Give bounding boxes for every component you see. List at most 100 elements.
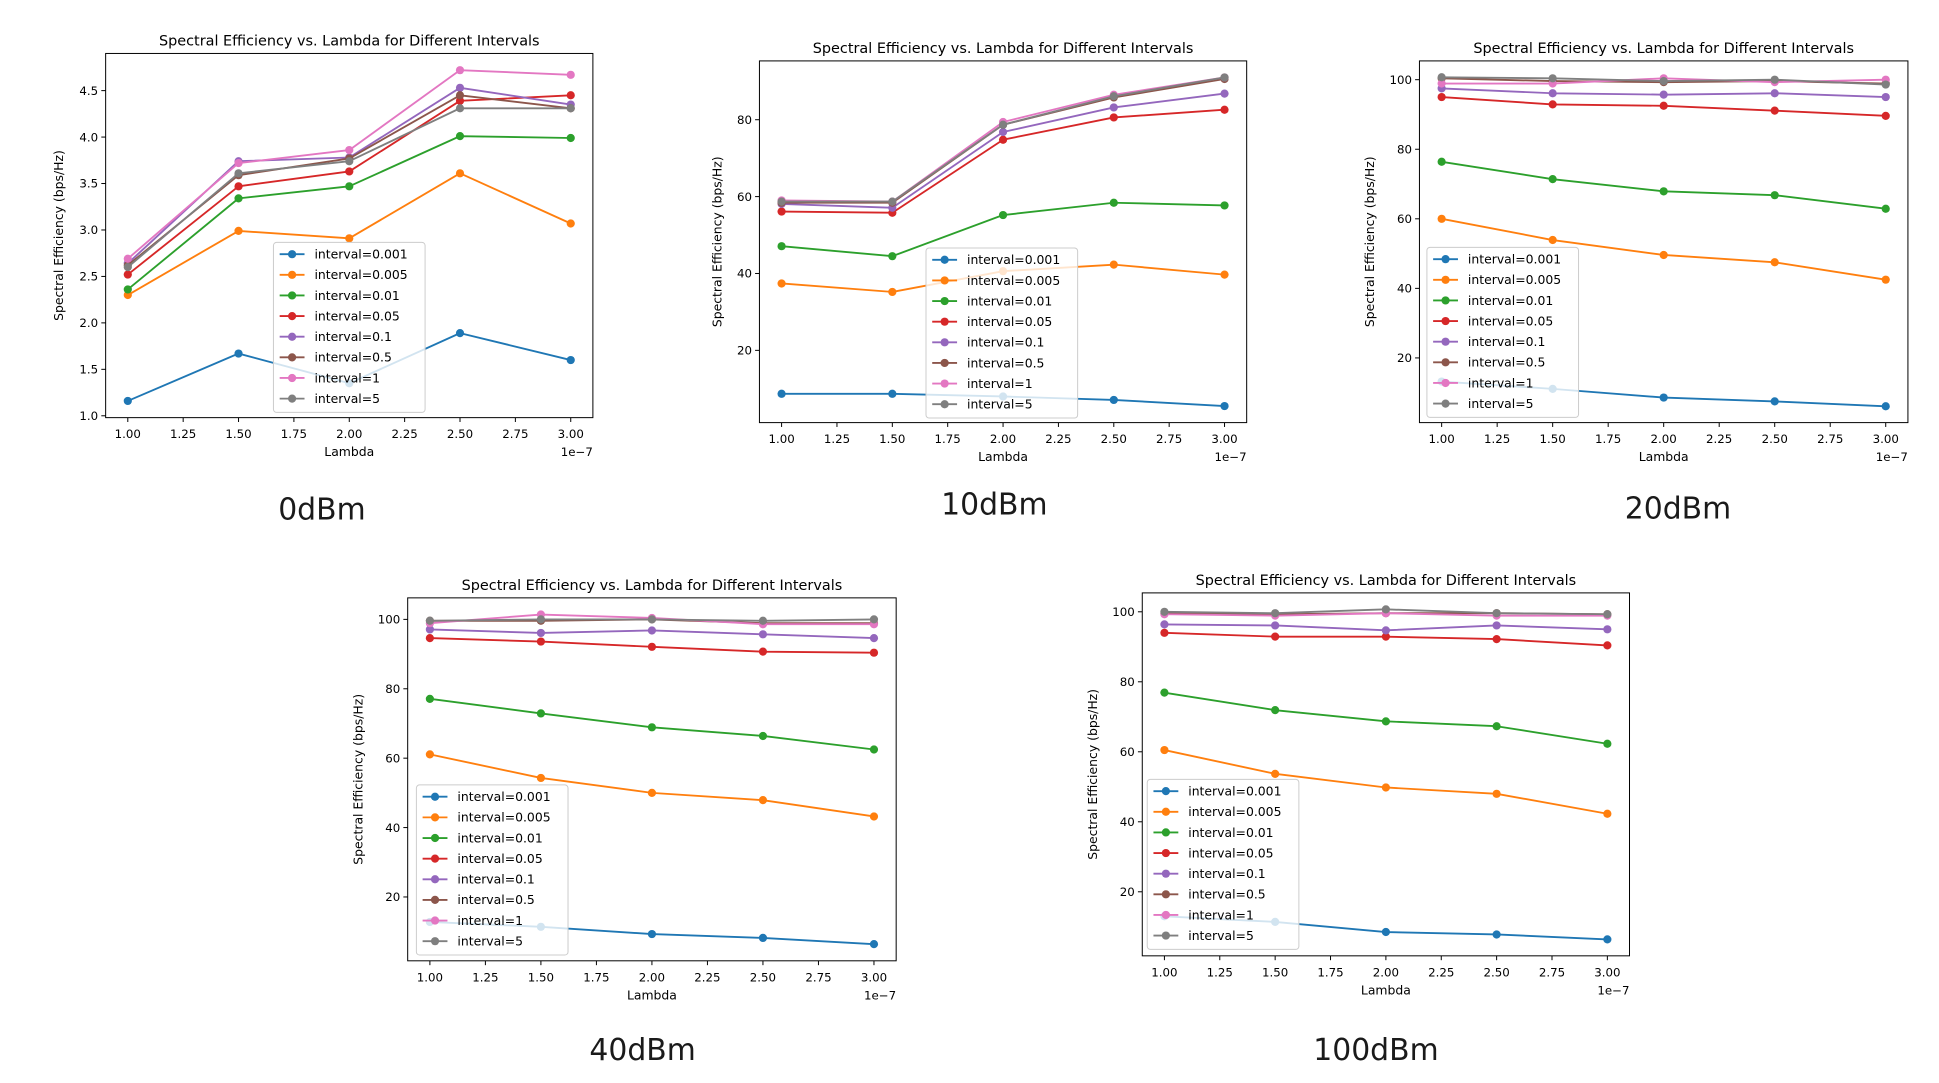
data-point: [1381, 632, 1390, 641]
x-axis-label: Lambda: [627, 987, 677, 1002]
axes-frame: [105, 52, 594, 419]
data-point: [1881, 402, 1890, 411]
legend-swatch-marker: [940, 400, 949, 409]
series: [1437, 157, 1890, 213]
legend: interval=0.001 interval=0.005 interval=0.0…: [272, 241, 426, 413]
legend-entry: interval=0.01: [932, 293, 1052, 308]
y-tick-label: 80: [1397, 142, 1412, 156]
x-tick-label: 3.00: [558, 427, 584, 441]
legend-swatch-marker: [287, 311, 297, 321]
legend-label: interval=0.005: [314, 267, 407, 282]
y-axis-label: Spectral Efficiency (bps/Hz): [1085, 689, 1100, 860]
y-tick-label: 2.5: [79, 270, 98, 284]
legend-swatch-marker: [1441, 378, 1450, 388]
data-point: [1220, 73, 1229, 82]
legend-entry: interval=0.05: [1433, 313, 1553, 328]
data-point: [1492, 634, 1501, 644]
x-tick-label: 2.25: [1045, 432, 1071, 446]
data-point: [1492, 609, 1501, 618]
legend-label: interval=5: [1468, 396, 1534, 411]
data-point: [566, 91, 575, 100]
data-point: [123, 285, 132, 294]
axes-frame: [407, 597, 897, 962]
series: [425, 625, 879, 643]
data-point: [1109, 198, 1118, 207]
data-point: [1659, 187, 1668, 196]
legend-label: interval=0.01: [457, 830, 542, 845]
data-point: [536, 637, 546, 646]
data-point: [647, 788, 657, 797]
legend-swatch-marker: [1161, 828, 1170, 837]
data-point: [1220, 401, 1229, 411]
y-tick-label: 3.0: [79, 223, 98, 237]
data-point: [1109, 260, 1118, 269]
data-point: [1770, 75, 1779, 84]
legend-swatch-marker: [1161, 890, 1170, 899]
data-point: [234, 182, 243, 191]
data-point: [647, 642, 657, 651]
data-point: [566, 104, 575, 113]
series: [1437, 214, 1890, 284]
legend-entry: interval=0.01: [1153, 825, 1274, 840]
series: [1437, 73, 1890, 89]
y-tick-label: 20: [737, 344, 752, 358]
data-point: [758, 933, 768, 943]
data-point: [455, 104, 465, 113]
data-point: [1271, 769, 1280, 778]
series: [123, 132, 575, 294]
y-tick-label: 100: [1112, 605, 1135, 619]
legend-swatch-marker: [940, 379, 949, 388]
legend-entry: interval=1: [1153, 907, 1254, 922]
legend-swatch-marker: [430, 792, 440, 801]
legend-label: interval=0.5: [1468, 355, 1545, 370]
data-point: [1881, 92, 1890, 102]
data-point: [777, 279, 786, 288]
y-tick-label: 20: [1120, 885, 1135, 899]
data-point: [1603, 610, 1612, 619]
x-tick-label: 1.00: [768, 432, 794, 446]
x-tick-label: 1.75: [583, 970, 609, 984]
x-tick-label: 2.00: [336, 427, 362, 441]
x-tick-label: 3.00: [1594, 965, 1620, 979]
legend-label: interval=0.001: [967, 252, 1060, 267]
legend-label: interval=1: [314, 370, 380, 385]
legend-label: interval=0.1: [1188, 866, 1265, 881]
legend-swatch-marker: [287, 270, 297, 279]
data-point: [1437, 79, 1446, 88]
legend-entry: interval=5: [1153, 928, 1254, 943]
data-point: [566, 133, 575, 143]
x-axis-label: Lambda: [1639, 449, 1689, 464]
data-point: [1659, 250, 1668, 260]
data-point: [1548, 100, 1557, 109]
y-tick-label: 1.5: [79, 363, 98, 377]
legend-label: interval=0.001: [1468, 252, 1561, 267]
data-point: [1548, 235, 1557, 245]
x-tick-label: 2.25: [1706, 432, 1732, 446]
legend-label: interval=0.05: [967, 314, 1052, 329]
x-tick-label: 2.50: [1101, 432, 1127, 446]
data-point: [455, 66, 465, 75]
data-point: [345, 167, 354, 176]
legend-entry: interval=0.005: [422, 810, 551, 825]
x-offset-text: 1e−7: [561, 445, 593, 459]
legend-swatch-marker: [1441, 275, 1450, 284]
data-point: [1603, 625, 1612, 634]
legend-entry: interval=1: [422, 913, 523, 928]
data-point: [1603, 809, 1612, 818]
data-point: [566, 219, 575, 228]
x-tick-label: 2.75: [1817, 432, 1843, 446]
data-point: [566, 355, 575, 365]
data-point: [1220, 270, 1229, 279]
chart-caption: 0dBm: [278, 493, 365, 528]
data-point: [1492, 621, 1501, 630]
x-tick-label: 3.00: [1211, 432, 1237, 446]
data-point: [1659, 90, 1668, 99]
data-point: [998, 135, 1008, 144]
legend-swatch-marker: [1441, 358, 1450, 367]
x-offset-text: 1e−7: [1876, 450, 1908, 464]
data-point: [869, 648, 879, 657]
legend-entry: interval=0.001: [279, 247, 408, 262]
y-tick-label: 40: [737, 267, 752, 281]
chart-panel: 1.00 1.25 1.50 1.75 2.00 2.25 2.50 2.75 3.00 20 40…: [1085, 573, 1631, 997]
